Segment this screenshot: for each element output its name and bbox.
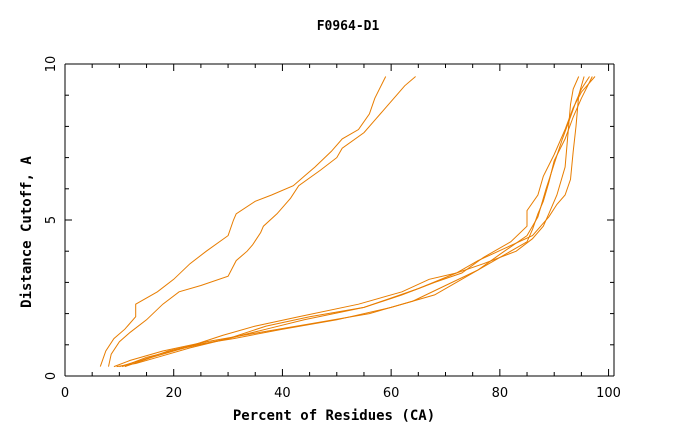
chart-title: F0964-D1 (317, 19, 380, 34)
x-axis-label: Percent of Residues (CA) (233, 408, 435, 424)
axis-layer: 0 20 40 60 80 100 0 5 10 (44, 56, 621, 401)
series-line-7 (124, 76, 580, 368)
y-tick-label: 5 (44, 216, 59, 224)
series-line-5 (113, 76, 590, 368)
x-tick-label: 20 (165, 386, 182, 401)
series-layer (99, 76, 596, 368)
y-tick-label: 0 (44, 372, 59, 380)
y-axis-label: Distance Cutoff, A (19, 156, 35, 308)
x-tick-label: 0 (61, 386, 69, 401)
y-tick-label: 10 (44, 56, 59, 73)
series-line-2 (99, 76, 387, 367)
series-line-6 (121, 76, 596, 368)
series-line-1 (108, 76, 416, 367)
series-line-3 (119, 76, 593, 368)
series-line-4 (116, 76, 585, 368)
x-tick-label: 80 (492, 386, 509, 401)
x-tick-label: 60 (383, 386, 400, 401)
x-tick-label: 40 (274, 386, 291, 401)
x-tick-label: 100 (596, 386, 621, 401)
